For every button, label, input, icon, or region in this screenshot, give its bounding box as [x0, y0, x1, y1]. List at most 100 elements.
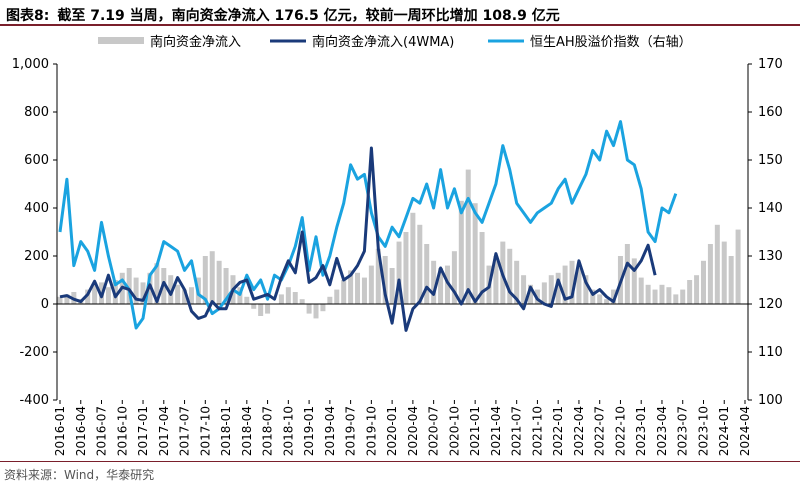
net-inflow-bar	[721, 241, 727, 304]
net-inflow-bar	[320, 304, 326, 312]
net-inflow-bar	[410, 212, 416, 304]
net-inflow-bar	[285, 287, 291, 304]
left-tick-label: 200	[24, 249, 49, 264]
net-inflow-bar	[382, 256, 388, 304]
x-tick-label: 2021-10	[530, 406, 544, 456]
left-tick-label: 400	[24, 201, 49, 216]
net-inflow-bar	[714, 224, 720, 304]
net-inflow-bar	[680, 289, 686, 304]
net-inflow-bar	[431, 260, 437, 304]
x-tick-label: 2019-07	[344, 406, 358, 456]
source-note: 资料来源：Wind，华泰研究	[4, 468, 155, 482]
legend-bar-swatch	[98, 37, 144, 44]
x-tick-label: 2016-10	[115, 406, 129, 456]
net-inflow-bar	[590, 289, 596, 304]
x-tick-label: 2020-07	[427, 406, 441, 456]
net-inflow-bar	[507, 248, 513, 304]
net-inflow-bar	[438, 268, 444, 304]
net-inflow-bar	[299, 299, 305, 304]
x-tick-label: 2023-04	[655, 406, 669, 456]
net-inflow-bar	[465, 169, 471, 304]
net-inflow-bar	[403, 232, 409, 304]
net-inflow-bar	[479, 232, 485, 304]
net-inflow-bar	[541, 282, 547, 304]
x-tick-label: 2020-04	[406, 406, 420, 456]
net-inflow-bar	[707, 244, 713, 304]
net-inflow-bar	[562, 265, 568, 304]
x-tick-label: 2022-07	[593, 406, 607, 456]
net-inflow-bar	[569, 260, 575, 304]
net-inflow-bar	[175, 284, 181, 304]
x-tick-label: 2024-01	[717, 406, 731, 456]
net-inflow-bar	[223, 268, 229, 304]
net-inflow-bar	[548, 275, 554, 304]
x-tick-label: 2018-07	[261, 406, 275, 456]
x-tick-label: 2020-01	[385, 406, 399, 456]
net-inflow-bar	[458, 200, 464, 304]
net-inflow-bar	[645, 284, 651, 304]
net-inflow-bar	[182, 289, 188, 304]
right-tick-label: 140	[758, 201, 783, 216]
x-tick-label: 2018-01	[219, 406, 233, 456]
x-tick-label: 2021-04	[489, 406, 503, 456]
x-tick-label: 2019-04	[323, 406, 337, 456]
net-inflow-bar	[216, 260, 222, 304]
net-inflow-bar	[292, 292, 298, 304]
net-inflow-bar	[154, 263, 160, 304]
figure-title-text: 截至 7.19 当周，南向资金净流入 176.5 亿元，较前一周环比增加 108…	[57, 8, 560, 24]
x-tick-label: 2016-04	[74, 406, 88, 456]
net-inflow-bar	[694, 275, 700, 304]
net-inflow-bar	[631, 258, 637, 304]
figure-label: 图表8:	[6, 8, 50, 24]
title-rule	[0, 24, 800, 26]
right-tick-label: 110	[758, 345, 783, 360]
net-inflow-bar	[583, 275, 589, 304]
x-tick-label: 2021-01	[468, 406, 482, 456]
right-tick-label: 120	[758, 297, 783, 312]
x-tick-label: 2016-01	[53, 406, 67, 456]
right-tick-label: 130	[758, 249, 783, 264]
net-inflow-bar	[521, 275, 527, 304]
net-inflow-bar	[611, 289, 617, 304]
x-tick-label: 2017-10	[198, 406, 212, 456]
left-tick-label: -400	[19, 393, 49, 408]
x-tick-label: 2019-01	[302, 406, 316, 456]
net-inflow-bar	[168, 275, 174, 304]
net-inflow-bar	[368, 265, 374, 304]
net-inflow-bar	[209, 251, 215, 304]
legend-label: 南向资金净流入	[150, 34, 241, 50]
net-inflow-bar	[673, 294, 679, 304]
net-inflow-bar	[334, 289, 340, 304]
net-inflow-bar	[85, 289, 91, 304]
net-inflow-bar	[348, 270, 354, 304]
net-inflow-bar	[687, 280, 693, 304]
net-inflow-bar	[396, 241, 402, 304]
x-tick-label: 2019-10	[364, 406, 378, 456]
net-inflow-bar	[126, 268, 132, 304]
net-inflow-bar	[493, 256, 499, 304]
x-tick-label: 2018-04	[240, 406, 254, 456]
x-tick-label: 2017-01	[136, 406, 150, 456]
net-inflow-bar	[306, 304, 312, 314]
net-inflow-bar	[472, 203, 478, 304]
net-inflow-bar	[728, 256, 734, 304]
right-tick-label: 100	[758, 393, 783, 408]
left-tick-label: 0	[41, 297, 49, 312]
x-tick-label: 2021-07	[510, 406, 524, 456]
x-tick-label: 2020-10	[447, 406, 461, 456]
net-inflow-bar	[327, 296, 333, 304]
figure-title: 图表8: 截至 7.19 当周，南向资金净流入 176.5 亿元，较前一周环比增加…	[6, 5, 560, 25]
net-inflow-bar	[735, 229, 741, 304]
net-inflow-bar	[555, 272, 561, 304]
x-tick-label: 2023-01	[634, 406, 648, 456]
net-inflow-bar	[514, 260, 520, 304]
net-inflow-bar	[251, 304, 257, 309]
net-inflow-bar	[638, 277, 644, 304]
net-inflow-bar	[92, 284, 98, 304]
net-inflow-bar	[375, 248, 381, 304]
net-inflow-bar	[202, 256, 208, 304]
net-inflow-bar	[244, 296, 250, 304]
net-inflow-bar	[57, 296, 63, 304]
x-tick-label: 2018-10	[281, 406, 295, 456]
net-inflow-bar	[64, 294, 70, 304]
